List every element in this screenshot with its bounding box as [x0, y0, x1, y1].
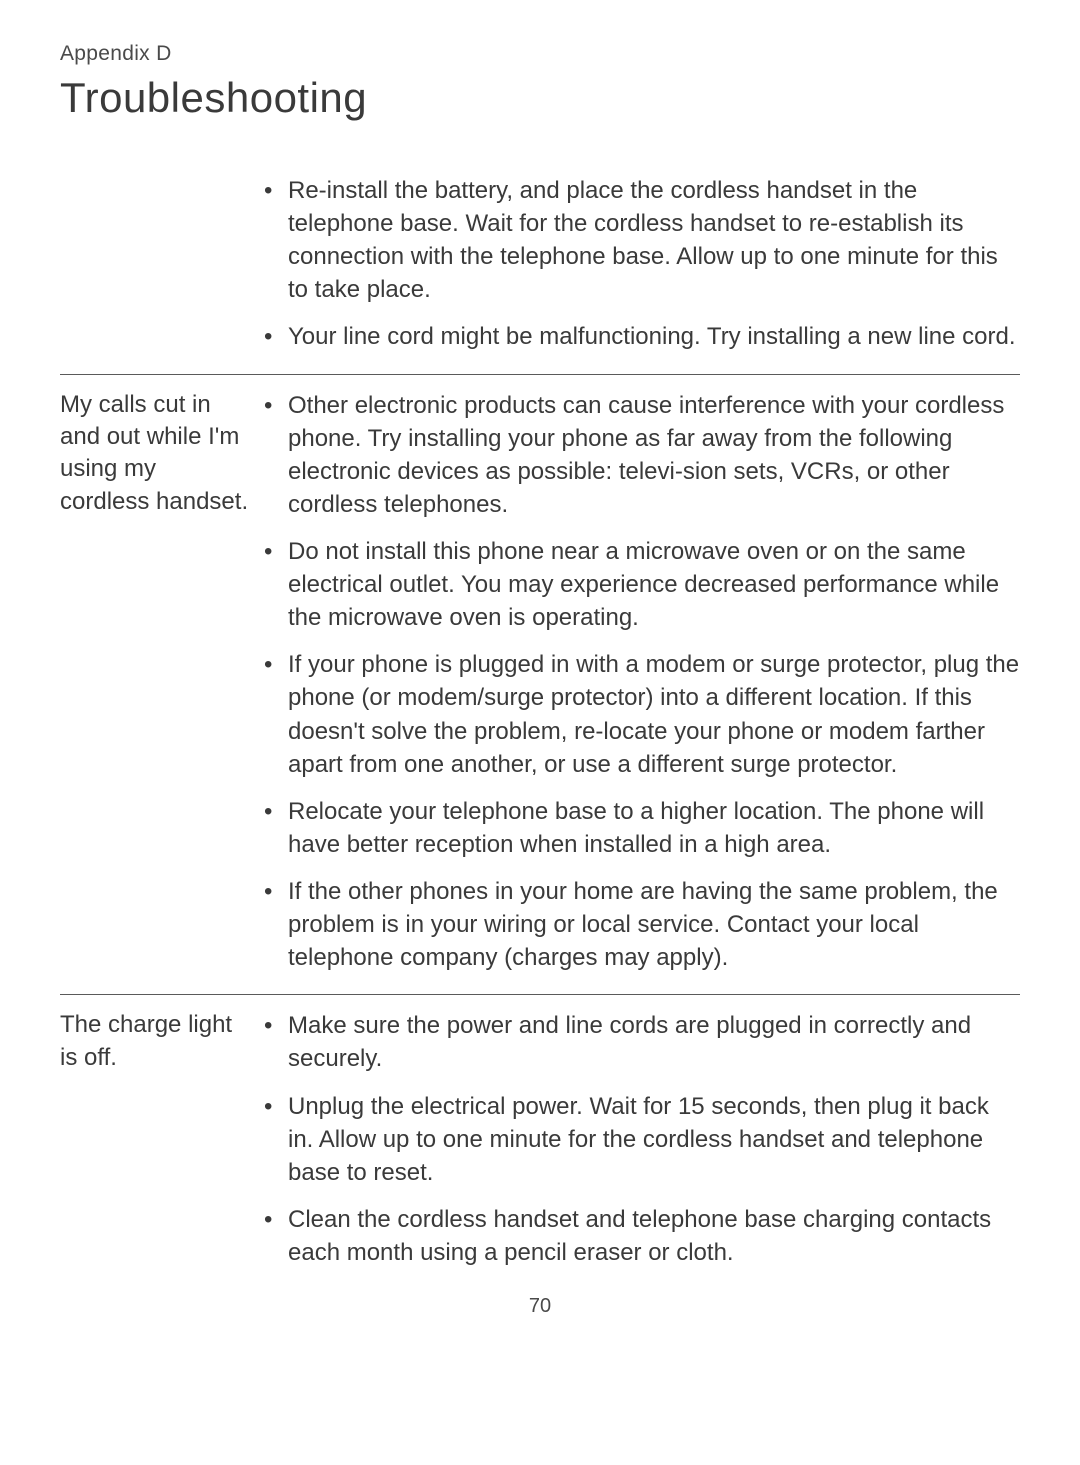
solution-item: • Make sure the power and line cords are…: [260, 1009, 1020, 1075]
bullet-icon: •: [260, 1009, 288, 1075]
bullet-icon: •: [260, 795, 288, 861]
solution-item: • Your line cord might be malfunctioning…: [260, 320, 1020, 353]
solution-text: Do not install this phone near a microwa…: [288, 535, 1020, 634]
solution-text: If the other phones in your home are hav…: [288, 875, 1020, 974]
solution-item: • Relocate your telephone base to a high…: [260, 795, 1020, 861]
bullet-icon: •: [260, 389, 288, 521]
bullet-icon: •: [260, 1090, 288, 1189]
troubleshoot-section: • Re-install the battery, and place the …: [60, 160, 1020, 374]
bullet-icon: •: [260, 648, 288, 780]
page-title: Troubleshooting: [60, 74, 1020, 122]
solution-item: • Other electronic products can cause in…: [260, 389, 1020, 521]
solution-item: • Re-install the battery, and place the …: [260, 174, 1020, 306]
solution-item: • Unplug the electrical power. Wait for …: [260, 1090, 1020, 1189]
solution-text: Re-install the battery, and place the co…: [288, 174, 1020, 306]
problem-label: The charge light is off.: [60, 1009, 260, 1277]
solutions-list: • Make sure the power and line cords are…: [260, 1009, 1020, 1277]
solution-item: • Do not install this phone near a micro…: [260, 535, 1020, 634]
solution-text: Other electronic products can cause inte…: [288, 389, 1020, 521]
solution-text: Your line cord might be malfunctioning. …: [288, 320, 1020, 353]
solutions-list: • Re-install the battery, and place the …: [260, 174, 1020, 362]
solution-text: Clean the cordless handset and telephone…: [288, 1203, 1020, 1269]
page-number: 70: [60, 1295, 1020, 1318]
solution-text: If your phone is plugged in with a modem…: [288, 648, 1020, 780]
solution-item: • If the other phones in your home are h…: [260, 875, 1020, 974]
appendix-label: Appendix D: [60, 42, 1020, 66]
troubleshoot-section: The charge light is off. • Make sure the…: [60, 994, 1020, 1289]
bullet-icon: •: [260, 174, 288, 306]
bullet-icon: •: [260, 875, 288, 974]
bullet-icon: •: [260, 1203, 288, 1269]
solution-item: • Clean the cordless handset and telepho…: [260, 1203, 1020, 1269]
bullet-icon: •: [260, 320, 288, 353]
problem-label: My calls cut in and out while I'm using …: [60, 389, 260, 983]
troubleshoot-section: My calls cut in and out while I'm using …: [60, 374, 1020, 995]
solution-item: • If your phone is plugged in with a mod…: [260, 648, 1020, 780]
solution-text: Make sure the power and line cords are p…: [288, 1009, 1020, 1075]
solution-text: Relocate your telephone base to a higher…: [288, 795, 1020, 861]
problem-label: [60, 174, 260, 362]
solution-text: Unplug the electrical power. Wait for 15…: [288, 1090, 1020, 1189]
solutions-list: • Other electronic products can cause in…: [260, 389, 1020, 983]
bullet-icon: •: [260, 535, 288, 634]
